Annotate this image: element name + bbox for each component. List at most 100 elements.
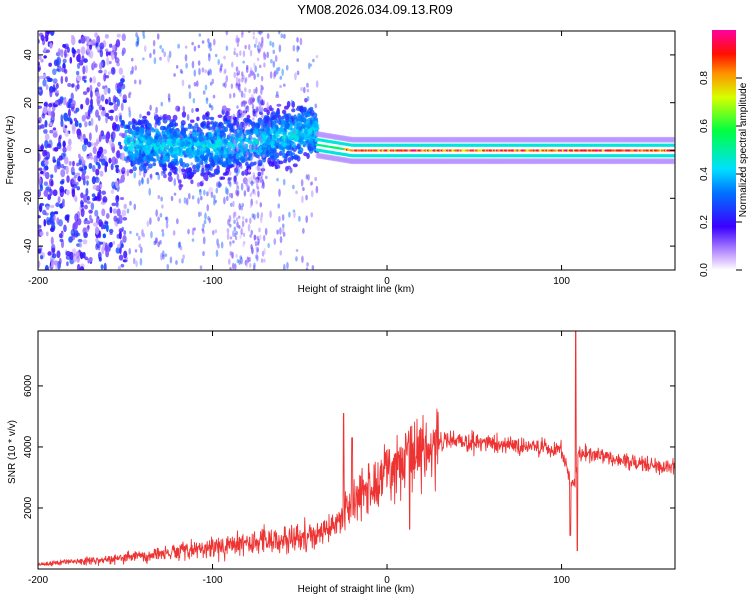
spectrogram-cell xyxy=(307,173,310,181)
spectrogram-cell xyxy=(189,119,195,123)
spectrogram-cell xyxy=(123,203,127,210)
spectrogram-cell xyxy=(128,91,132,95)
spectrogram-cell xyxy=(288,144,293,149)
spectrogram-cell xyxy=(85,36,90,44)
spectrogram-cell xyxy=(213,38,216,46)
spectrogram-cell xyxy=(43,181,49,187)
spectrogram-cell xyxy=(241,216,245,221)
spectrogram-cell xyxy=(159,213,163,218)
spectrogram-cell xyxy=(135,126,141,132)
spectrogram-cell xyxy=(294,135,299,141)
spectrogram-cell xyxy=(287,156,292,163)
spectrogram-cell xyxy=(108,139,113,146)
spectrogram-cell xyxy=(215,187,219,194)
spectrogram-cell xyxy=(72,48,76,54)
spectrogram-cell xyxy=(137,235,141,241)
spectrogram-cell xyxy=(179,133,183,141)
spectrogram-cell xyxy=(255,86,258,94)
spectrogram-cell xyxy=(296,143,301,150)
spectrogram-cell xyxy=(252,172,255,176)
spectrogram-cell xyxy=(141,119,145,123)
spectrogram-cell xyxy=(38,67,41,71)
spectrogram-cell xyxy=(296,155,301,162)
spectrogram-cell xyxy=(181,258,184,264)
spectrogram-cell xyxy=(257,136,260,141)
spectrogram-cell xyxy=(52,214,56,222)
spectrogram-cell xyxy=(268,105,273,111)
spectrogram-cell xyxy=(52,78,58,84)
spectrogram-cell xyxy=(217,114,223,118)
spectrogram-cell xyxy=(209,121,215,125)
spectrogram-cell xyxy=(128,154,134,161)
spectrogram-cell xyxy=(118,254,124,261)
spectrogram-cell xyxy=(116,33,121,38)
spectrogram-cell xyxy=(88,256,93,263)
spectrogram-cell xyxy=(179,135,184,142)
spectrogram-cell xyxy=(44,133,50,141)
spectrogram-cell xyxy=(275,94,280,99)
spectrogram-cell xyxy=(56,56,62,66)
spectrogram-cell xyxy=(227,258,231,265)
spectrogram-cell xyxy=(141,177,144,184)
spectrogram-cell xyxy=(82,251,86,259)
spectrogram-cell xyxy=(251,213,255,219)
spectrogram-cell xyxy=(219,68,222,73)
spectrogram-cell xyxy=(206,171,212,176)
spectrogram-cell xyxy=(226,188,229,196)
spectrogram-cell xyxy=(277,162,281,169)
spectrogram-cell xyxy=(229,202,233,207)
spectrogram-cell xyxy=(95,237,99,243)
spectrogram-cell xyxy=(88,108,93,114)
spectrogram-cell xyxy=(102,199,106,203)
spectrogram-cell xyxy=(136,37,140,45)
spectrogram-cell xyxy=(265,149,270,155)
spectrogram-cell xyxy=(277,203,281,209)
spectrogram-cell xyxy=(136,41,139,47)
spectrogram-cell xyxy=(253,62,256,68)
spectrogram-cell xyxy=(297,45,300,51)
spectrogram-cell xyxy=(138,168,142,176)
spectrogram-cell xyxy=(77,53,81,59)
spectrogram-cell xyxy=(198,67,201,76)
spectrogram-cell xyxy=(66,214,70,223)
spectrogram-cell xyxy=(58,155,63,161)
spectrogram-cell xyxy=(56,250,61,259)
spectrogram-cell xyxy=(38,224,42,229)
spectrogram-cell xyxy=(278,188,281,197)
spectrogram-cell xyxy=(42,106,48,114)
spectrogram-cell xyxy=(209,47,212,52)
spectrogram-cell xyxy=(226,195,229,202)
spectrogram-cell xyxy=(297,112,301,118)
spectrogram-cell xyxy=(78,153,81,159)
spectrogram-cell xyxy=(59,96,64,105)
spectrogram-cell xyxy=(63,224,67,233)
spectrogram-cell xyxy=(126,208,130,214)
spectrogram-cell xyxy=(279,250,283,256)
spectrogram-cell xyxy=(294,72,297,81)
spectrogram-cell xyxy=(246,64,249,70)
spectrogram-cell xyxy=(176,173,180,181)
spectrogram-cell xyxy=(84,256,89,261)
spectrogram-cell xyxy=(129,200,132,206)
spectrogram-cell xyxy=(306,96,310,102)
spectrogram-cell xyxy=(298,215,301,222)
spectrogram-cell xyxy=(128,93,131,99)
spectrogram-cell xyxy=(238,133,241,138)
spectrogram-cell xyxy=(81,173,86,181)
spectrogram-cell xyxy=(315,80,319,88)
spectrogram-cell xyxy=(59,134,62,140)
spectrogram-cell xyxy=(121,226,125,232)
spectrogram-cell xyxy=(44,156,50,160)
spectrogram-cell xyxy=(201,147,207,152)
spectrogram-cell xyxy=(236,146,239,152)
spectrogram-cell xyxy=(239,156,245,163)
spectrogram-cell xyxy=(197,197,200,205)
spectrogram-cell xyxy=(38,125,42,130)
spectrogram-cell xyxy=(304,134,308,142)
spectrogram-cell xyxy=(187,137,192,142)
spectrogram-cell xyxy=(211,117,214,124)
spectrogram-cell xyxy=(130,142,135,150)
spectrogram-cell xyxy=(205,168,209,176)
spectrogram-cell xyxy=(253,213,256,221)
spectrogram-cell xyxy=(94,176,100,183)
